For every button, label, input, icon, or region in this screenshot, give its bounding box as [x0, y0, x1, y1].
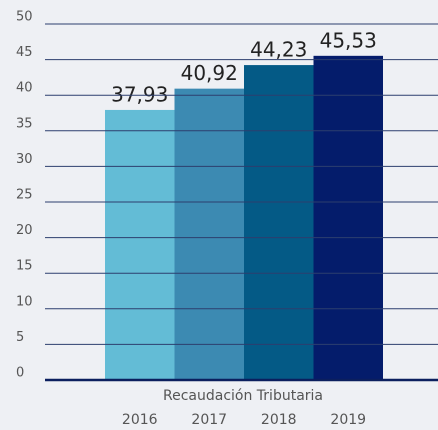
y-tick-label: 40 — [16, 81, 33, 96]
value-label: 45,53 — [320, 28, 377, 52]
x-axis-label: Recaudación Tributaria — [163, 388, 323, 404]
y-tick-label: 35 — [16, 116, 33, 131]
y-tick-label: 25 — [16, 188, 33, 203]
y-tick-label: 5 — [16, 330, 24, 345]
y-tick-label: 50 — [16, 10, 33, 25]
value-label: 37,93 — [111, 82, 168, 106]
y-tick-label: 10 — [16, 294, 33, 309]
y-tick-label: 30 — [16, 152, 33, 167]
bar — [313, 55, 383, 380]
y-tick-label: 20 — [16, 223, 33, 238]
y-tick-label: 15 — [16, 259, 33, 274]
x-tick-label: 2019 — [330, 412, 366, 428]
x-tick-label: 2018 — [261, 412, 297, 428]
bar — [174, 88, 244, 380]
value-label: 44,23 — [250, 38, 307, 62]
bar — [105, 109, 175, 380]
x-tick-label: 2017 — [191, 412, 227, 428]
bar — [244, 65, 314, 380]
y-tick-label: 45 — [16, 45, 33, 60]
y-tick-label: 0 — [16, 366, 24, 381]
value-label: 40,92 — [181, 61, 238, 85]
x-tick-label: 2016 — [122, 412, 158, 428]
